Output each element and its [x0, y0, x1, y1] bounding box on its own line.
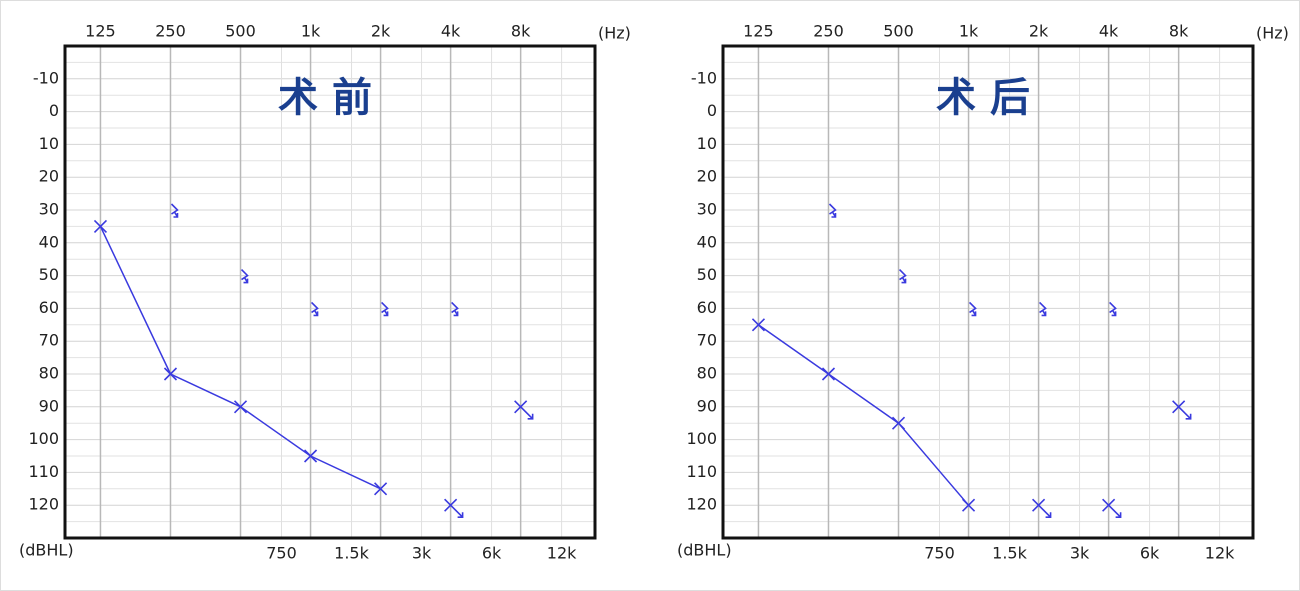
bone-marker: [968, 301, 977, 317]
air-marker: [1032, 498, 1052, 518]
x-tick-label: 500: [225, 22, 256, 41]
y-tick-label: 10: [39, 134, 59, 153]
y-tick-label: 0: [49, 101, 59, 120]
bone-marker: [1109, 301, 1117, 317]
bone-marker: [898, 269, 907, 284]
x-tick-label: 500: [883, 22, 914, 41]
air-marker: [163, 367, 178, 381]
x-tick-label: 8k: [511, 22, 531, 41]
y-tick-label: 50: [697, 265, 717, 284]
x-tick-label: 2k: [371, 22, 391, 41]
air-marker: [891, 416, 906, 430]
y-tick-label: 80: [697, 364, 717, 383]
bone-marker: [381, 301, 389, 317]
bone-marker: [1039, 301, 1047, 317]
y-tick-label: 20: [39, 167, 59, 186]
y-tick-label: 90: [39, 396, 59, 415]
air-marker: [93, 219, 108, 233]
x-tick-label: 8k: [1169, 22, 1189, 41]
bone-marker: [170, 203, 179, 218]
x-tick-label-minor: 12k: [1205, 544, 1235, 563]
y-tick-label: -10: [33, 68, 59, 87]
x-tick-label-minor: 750: [924, 544, 955, 563]
y-tick-label: 10: [697, 134, 717, 153]
x-tick-label: 4k: [1099, 22, 1119, 41]
bone-marker: [310, 301, 319, 317]
y-axis-label: (dBHL): [19, 541, 74, 560]
chart-title: 术 后: [936, 74, 1030, 121]
y-tick-label: 90: [697, 396, 717, 415]
air-marker: [374, 482, 388, 496]
air-marker: [1172, 400, 1192, 420]
bone-marker: [451, 301, 459, 317]
air-marker: [233, 400, 248, 414]
y-tick-label: 100: [28, 429, 59, 448]
x-tick-label-minor: 6k: [482, 544, 502, 563]
x-tick-label: 1k: [959, 22, 979, 41]
y-tick-label: 0: [707, 101, 717, 120]
air-marker: [514, 400, 534, 420]
y-tick-label: 60: [39, 298, 59, 317]
bone-marker: [828, 203, 837, 218]
y-tick-label: 70: [39, 331, 59, 350]
air-marker: [821, 367, 836, 381]
air-marker: [303, 449, 318, 463]
x-tick-label-minor: 6k: [1140, 544, 1160, 563]
y-tick-label: 60: [697, 298, 717, 317]
y-tick-label: 30: [39, 200, 59, 219]
x-tick-label: 125: [743, 22, 774, 41]
x-tick-label: 250: [813, 22, 844, 41]
x-tick-label-minor: 750: [266, 544, 297, 563]
y-tick-label: 40: [697, 232, 717, 251]
x-axis-label: (Hz): [1256, 24, 1289, 43]
y-tick-label: 80: [39, 364, 59, 383]
x-tick-label-minor: 12k: [547, 544, 577, 563]
air-marker: [961, 498, 976, 512]
y-tick-label: 110: [686, 462, 717, 481]
air-marker: [1102, 498, 1122, 518]
y-tick-label: 100: [686, 429, 717, 448]
x-tick-label-minor: 3k: [1070, 544, 1090, 563]
x-tick-label: 250: [155, 22, 186, 41]
air-marker: [751, 318, 766, 332]
y-tick-label: 40: [39, 232, 59, 251]
y-tick-label: 50: [39, 265, 59, 284]
audiogram: -10 0 10 20 30 40 50 60 70 80 90 100 110 120 125 250 500…: [677, 22, 1289, 563]
x-tick-label-minor: 3k: [412, 544, 432, 563]
y-tick-label: 120: [686, 495, 717, 514]
y-tick-label: 120: [28, 495, 59, 514]
y-tick-label: 30: [697, 200, 717, 219]
air-marker: [444, 498, 464, 518]
y-tick-label: 110: [28, 462, 59, 481]
x-tick-label-minor: 1.5k: [334, 544, 369, 563]
bone-marker: [240, 269, 249, 284]
y-tick-label: -10: [691, 68, 717, 87]
plot-frame: [721, 44, 1255, 540]
x-axis-label: (Hz): [598, 24, 631, 43]
y-axis-label: (dBHL): [677, 541, 732, 560]
x-tick-label-minor: 1.5k: [992, 544, 1027, 563]
plot-frame: [63, 44, 597, 540]
air-line: [758, 324, 970, 506]
x-tick-label: 125: [85, 22, 116, 41]
y-tick-label: 70: [697, 331, 717, 350]
x-tick-label: 4k: [441, 22, 461, 41]
y-tick-label: 20: [697, 167, 717, 186]
chart-title: 术 前: [278, 74, 372, 121]
audiogram: -10 0 10 20 30 40 50 60 70 80 90 100 110 120 125 250 500…: [19, 22, 631, 563]
x-tick-label: 2k: [1029, 22, 1049, 41]
x-tick-label: 1k: [301, 22, 321, 41]
